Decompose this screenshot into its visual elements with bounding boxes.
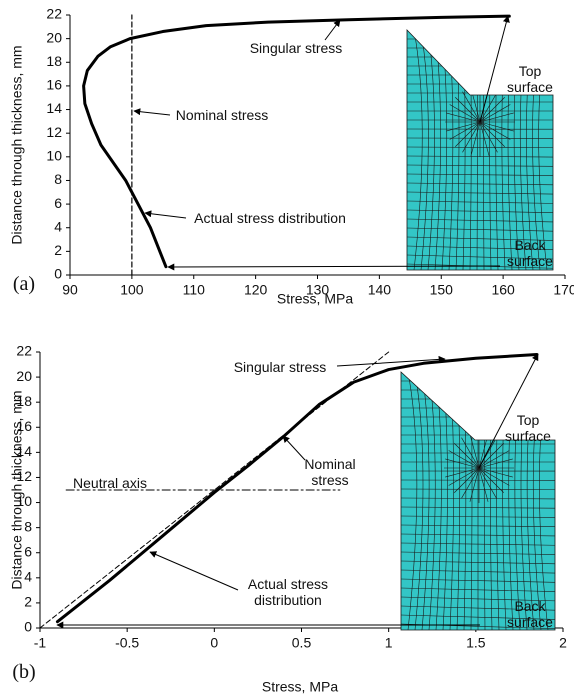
x-tick-label: 160: [491, 282, 515, 298]
y-tick-label: 2: [54, 242, 62, 258]
x-tick-label: 150: [430, 282, 454, 298]
arrow: [325, 20, 340, 40]
annotation: Back surface: [495, 237, 565, 269]
x-tick-label: 0.5: [292, 635, 312, 651]
figure: 0246810121416182022901001101201301401501…: [0, 0, 574, 695]
x-tick-label: 140: [368, 282, 392, 298]
x-tick-label: 90: [62, 282, 78, 298]
panel-label: (b): [4, 664, 44, 680]
annotation: Top surface: [493, 412, 563, 444]
y-tick-label: 6: [54, 195, 62, 211]
y-tick-label: 20: [46, 29, 62, 45]
y-tick-label: 4: [54, 218, 62, 234]
y-tick-label: 18: [46, 53, 62, 69]
y-tick-label: 0: [54, 266, 62, 282]
y-axis-title: Distance through thickness, mm: [9, 45, 25, 244]
y-tick-label: 2: [24, 594, 32, 610]
annotation: Singular stress: [221, 40, 371, 56]
y-tick-label: 4: [24, 569, 32, 585]
x-tick-label: 1: [385, 635, 393, 651]
x-tick-label: 2: [559, 635, 567, 651]
x-tick-label: 170: [553, 282, 574, 298]
x-tick-label: 110: [183, 282, 206, 298]
annotation: Actual stress distribution: [160, 210, 380, 226]
x-tick-label: 0: [210, 635, 218, 651]
y-tick-label: 6: [24, 543, 32, 559]
arrow: [150, 552, 238, 590]
y-tick-label: 14: [46, 100, 62, 116]
annotation: Top surface: [495, 63, 565, 95]
x-tick-label: 100: [120, 282, 144, 298]
annotation: Singular stress: [205, 359, 355, 375]
x-tick-label: -0.5: [115, 635, 139, 651]
y-tick-label: 10: [46, 148, 62, 164]
annotation: Nominal stress: [147, 107, 297, 123]
y-tick-label: 8: [24, 518, 32, 534]
annotation: Neutral axis: [35, 475, 185, 491]
y-tick-label: 22: [46, 6, 62, 22]
x-axis-title: Stress, MPa: [277, 291, 353, 307]
panel-label: (a): [4, 276, 44, 292]
x-tick-label: 1.5: [466, 635, 486, 651]
y-tick-label: 0: [24, 619, 32, 635]
y-tick-label: 20: [16, 368, 32, 384]
annotation: Back surface: [495, 598, 565, 630]
x-axis-title: Stress, MPa: [262, 679, 338, 695]
x-tick-label: -1: [34, 635, 47, 651]
y-tick-label: 16: [46, 77, 62, 93]
annotation: Nominal stress: [295, 456, 365, 488]
y-axis-title: Distance through thickness, mm: [9, 390, 25, 589]
x-tick-label: 120: [244, 282, 268, 298]
y-tick-label: 22: [16, 343, 32, 359]
annotation: Actual stress distribution: [233, 576, 343, 608]
y-tick-label: 12: [46, 124, 62, 140]
y-tick-label: 8: [54, 171, 62, 187]
